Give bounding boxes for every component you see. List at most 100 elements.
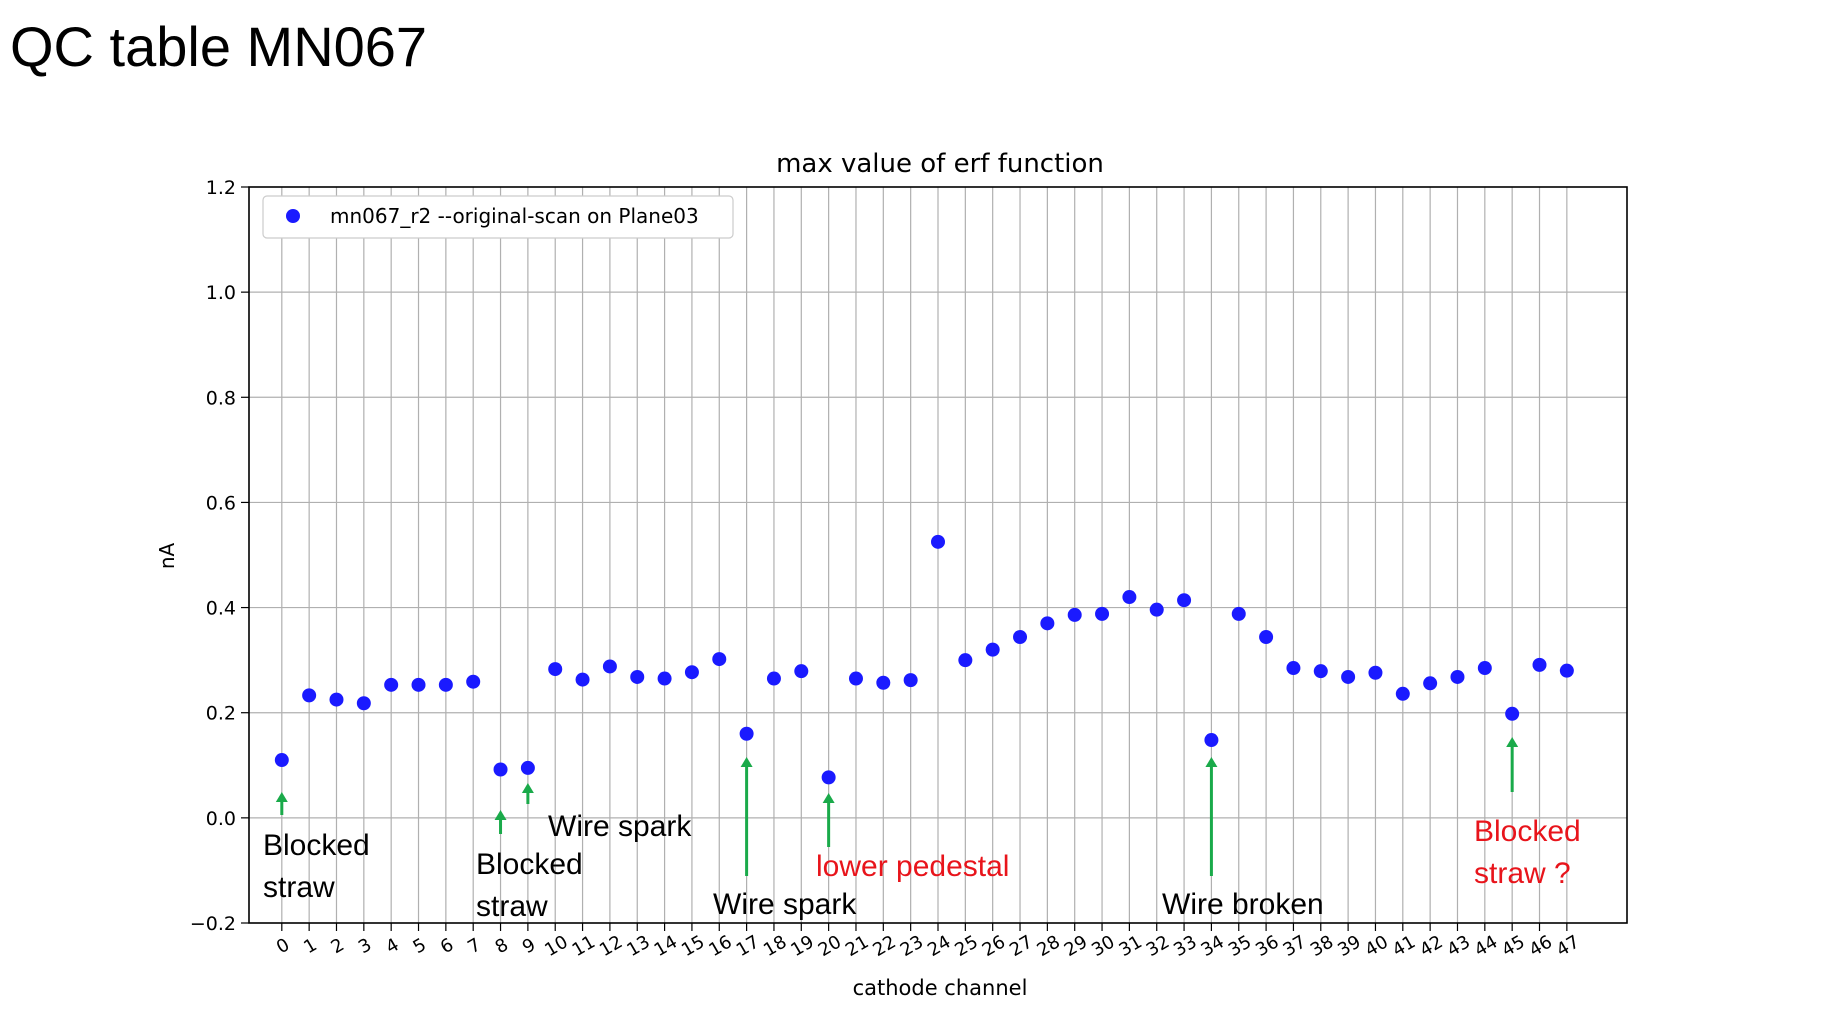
annotation-arrowhead [494, 810, 507, 820]
annotation-arrowhead [275, 792, 288, 802]
data-point [1286, 661, 1301, 676]
y-tick-label: 0.8 [206, 387, 236, 409]
data-point [329, 692, 344, 707]
x-tick-label: 42 [1416, 931, 1446, 961]
data-point [821, 770, 836, 785]
x-tick-label: 30 [1088, 931, 1118, 961]
x-tick-label: 21 [842, 931, 872, 961]
y-tick-label: −0.2 [190, 913, 236, 935]
annotation-label: straw [476, 890, 548, 923]
data-point [384, 677, 399, 692]
x-tick-label: 34 [1197, 931, 1227, 961]
data-point [794, 664, 809, 679]
x-tick-label: 40 [1362, 931, 1392, 961]
data-point [1423, 676, 1438, 691]
data-point [438, 677, 453, 692]
data-point [876, 675, 891, 690]
annotation-label: Wire spark [548, 810, 692, 843]
data-point [848, 671, 863, 686]
y-tick-label: 0.6 [206, 492, 236, 514]
x-tick-label: 39 [1334, 931, 1364, 961]
x-tick-label: 15 [678, 931, 708, 961]
data-point [630, 669, 645, 684]
data-point [684, 665, 699, 680]
x-tick-label: 7 [464, 934, 484, 958]
data-point [1477, 661, 1492, 676]
data-point [1450, 669, 1465, 684]
data-point [931, 534, 945, 549]
x-tick-label: 14 [651, 931, 681, 961]
x-tick-label: 25 [951, 931, 981, 961]
axis-ticks: −0.20.00.20.40.60.81.01.20 1 2 3 4 5 6 7 8 9 10111… [190, 177, 1583, 961]
annotation-arrowhead [822, 793, 835, 803]
x-tick-label: 22 [869, 931, 899, 961]
x-tick-label: 47 [1553, 931, 1583, 961]
x-tick-label: 26 [979, 931, 1009, 961]
x-tick-label: 27 [1006, 931, 1036, 961]
x-tick-label: 3 [355, 934, 375, 958]
x-tick-label: 35 [1225, 931, 1255, 961]
legend-label: mn067_r2 --original-scan on Plane03 [330, 204, 699, 228]
data-point [466, 674, 481, 689]
x-tick-label: 13 [623, 931, 653, 961]
data-point [548, 662, 563, 677]
y-tick-label: 1.2 [206, 177, 236, 199]
x-tick-label: 37 [1280, 931, 1310, 961]
x-tick-label: 32 [1143, 931, 1173, 961]
data-points [274, 534, 1574, 785]
annotation-label: straw [263, 871, 335, 904]
annotation-label: Blocked [1474, 815, 1581, 848]
x-tick-label: 5 [410, 934, 430, 958]
x-tick-label: 33 [1170, 931, 1200, 961]
x-tick-label: 43 [1444, 931, 1474, 961]
legend-box [262, 195, 734, 239]
data-point [1313, 664, 1328, 679]
data-point [958, 653, 973, 668]
x-tick-label: 12 [596, 931, 626, 961]
x-tick-label: 4 [382, 934, 402, 958]
data-point [302, 688, 317, 703]
data-point [1505, 706, 1520, 721]
data-point [1177, 593, 1192, 608]
annotation-label: Wire spark [713, 888, 857, 921]
x-tick-label: 8 [492, 934, 512, 958]
x-tick-label: 38 [1307, 931, 1337, 961]
data-point [1204, 733, 1219, 748]
data-point [1040, 616, 1055, 631]
x-tick-label: 24 [924, 931, 954, 961]
data-point [712, 652, 727, 667]
x-tick-label: 9 [519, 934, 539, 958]
x-tick-label: 29 [1061, 931, 1091, 961]
annotations: Blocked straw Blocked straw Wire spark Wire s… [263, 737, 1581, 923]
x-tick-label: 17 [733, 931, 763, 961]
annotation-label: Wire broken [1162, 888, 1324, 921]
annotation-arrowhead [1506, 737, 1519, 747]
slide-title: QC table MN067 [10, 15, 428, 78]
data-point [1341, 669, 1356, 684]
data-point [411, 677, 426, 692]
y-tick-label: 1.0 [206, 282, 236, 304]
x-tick-label: 11 [569, 931, 599, 961]
data-point [1395, 686, 1410, 701]
data-point [575, 672, 590, 687]
x-tick-label: 0 [273, 934, 293, 958]
data-point [739, 726, 754, 741]
y-tick-label: 0.0 [206, 808, 236, 830]
data-point [602, 659, 617, 674]
x-tick-label: 1 [300, 934, 320, 958]
data-point [1067, 607, 1082, 622]
annotation-label: Blocked [476, 848, 583, 881]
data-point [1368, 665, 1383, 680]
data-point [657, 671, 672, 686]
data-point [1149, 602, 1164, 617]
x-tick-label: 28 [1033, 931, 1063, 961]
grid-lines [249, 187, 1627, 923]
x-tick-label: 44 [1471, 931, 1501, 961]
legend-marker [286, 209, 300, 223]
data-point [1231, 606, 1246, 621]
chart-title: max value of erf function [776, 149, 1104, 179]
annotation-arrowhead [521, 783, 534, 793]
x-tick-label: 19 [787, 931, 817, 961]
x-tick-label: 45 [1498, 931, 1528, 961]
data-point [1559, 663, 1574, 678]
